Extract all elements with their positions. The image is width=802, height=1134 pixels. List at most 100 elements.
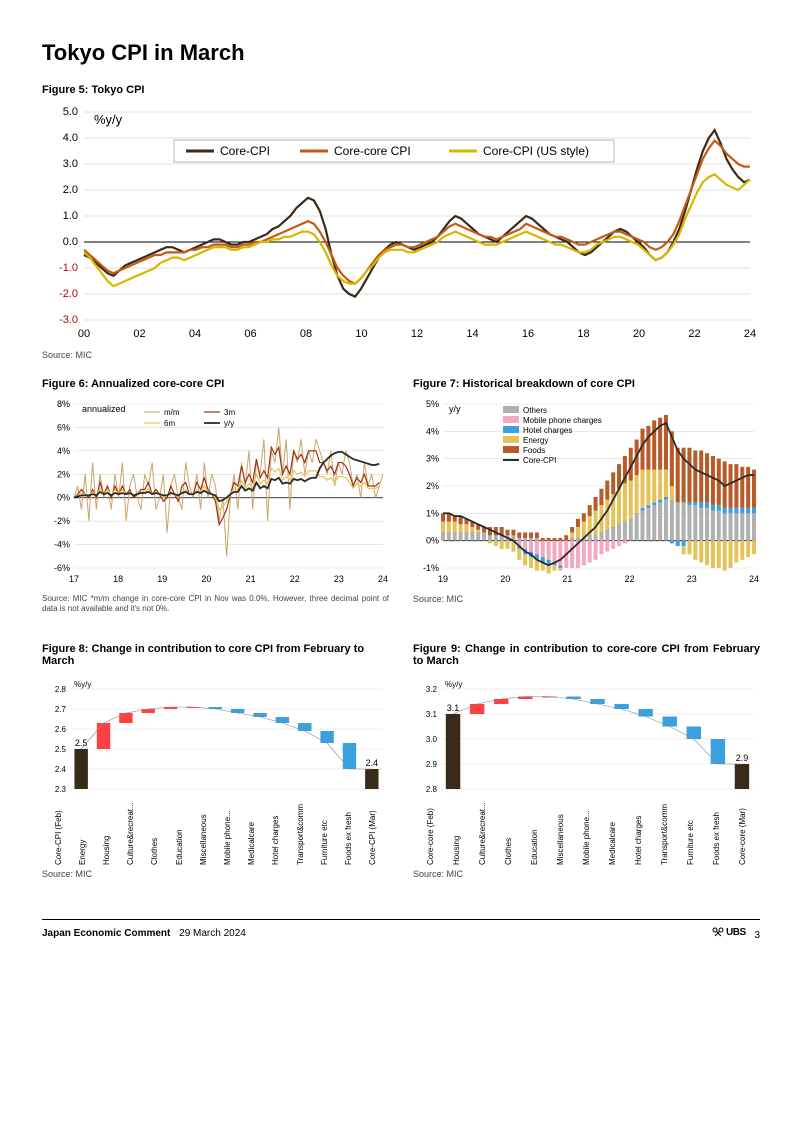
svg-text:6m: 6m	[164, 419, 175, 428]
waterfall-category-label: Hotel charges	[271, 795, 280, 865]
svg-text:2.5: 2.5	[75, 738, 88, 748]
svg-text:y/y: y/y	[224, 419, 234, 428]
svg-text:2.4: 2.4	[55, 765, 67, 774]
svg-text:Core-core CPI: Core-core CPI	[334, 144, 411, 158]
fig5-chart: -3.0-2.0-1.00.01.02.03.04.05.00002040608…	[42, 102, 760, 342]
svg-text:5%: 5%	[426, 399, 439, 409]
figure-6: Figure 6: Annualized core-core CPI -6%-4…	[42, 378, 389, 613]
svg-text:Mobile phone charges: Mobile phone charges	[523, 416, 602, 425]
svg-text:3.2: 3.2	[426, 685, 438, 694]
svg-text:3.1: 3.1	[426, 710, 438, 719]
svg-text:18: 18	[113, 574, 123, 584]
waterfall-category-label: Foods ex fresh	[344, 795, 353, 865]
svg-text:4.0: 4.0	[63, 132, 78, 144]
footer-date: 29 March 2024	[179, 928, 246, 939]
svg-text:m/m: m/m	[164, 408, 180, 417]
svg-text:12: 12	[411, 328, 423, 340]
svg-text:10: 10	[355, 328, 367, 340]
waterfall-category-label: Hotel charges	[634, 795, 643, 865]
svg-text:16: 16	[522, 328, 534, 340]
svg-text:19: 19	[438, 574, 448, 584]
page-number: 3	[754, 930, 760, 941]
waterfall-category-label: Furniture etc	[320, 795, 329, 865]
waterfall-category-label: Transport&comm	[660, 795, 669, 865]
svg-text:24: 24	[749, 574, 759, 584]
svg-text:-3.0: -3.0	[59, 314, 78, 326]
svg-text:2.7: 2.7	[55, 705, 67, 714]
svg-text:18: 18	[577, 328, 589, 340]
figure-9: Figure 9: Change in contribution to core…	[413, 643, 760, 879]
waterfall-category-label: Core-CPI (Mar)	[368, 795, 377, 865]
waterfall-category-label: Core-CPI (Feb)	[54, 795, 63, 865]
svg-text:Energy: Energy	[523, 436, 548, 445]
footer-left: Japan Economic Comment 29 March 2024	[42, 928, 246, 939]
svg-text:8%: 8%	[57, 399, 70, 409]
svg-text:6%: 6%	[57, 422, 70, 432]
svg-text:17: 17	[69, 574, 79, 584]
svg-text:04: 04	[189, 328, 201, 340]
svg-text:%y/y: %y/y	[94, 112, 123, 127]
svg-text:%y/y: %y/y	[74, 680, 91, 689]
svg-text:3%: 3%	[426, 454, 439, 464]
svg-text:2.6: 2.6	[55, 725, 67, 734]
svg-text:-1.0: -1.0	[59, 262, 78, 274]
svg-text:Core-CPI: Core-CPI	[220, 144, 270, 158]
fig7-title: Figure 7: Historical breakdown of core C…	[413, 378, 760, 390]
svg-text:2.4: 2.4	[366, 758, 379, 768]
waterfall-category-label: Miscellaneous	[199, 795, 208, 865]
svg-text:2.9: 2.9	[426, 760, 438, 769]
svg-text:23: 23	[687, 574, 697, 584]
waterfall-category-label: Medicalcare	[608, 795, 617, 865]
ubs-keys-icon	[712, 926, 724, 938]
waterfall-category-label: Miscellaneous	[556, 795, 565, 865]
svg-text:20: 20	[500, 574, 510, 584]
svg-text:Core-CPI (US style): Core-CPI (US style)	[483, 144, 589, 158]
fig8-title: Figure 8: Change in contribution to core…	[42, 643, 389, 669]
svg-text:21: 21	[562, 574, 572, 584]
brand-text: UBS	[726, 927, 746, 938]
svg-text:-4%: -4%	[54, 540, 70, 550]
svg-text:Foods: Foods	[523, 446, 545, 455]
waterfall-category-label: Mobile phone...	[582, 795, 591, 865]
waterfall-category-label: Mobile phone...	[223, 795, 232, 865]
figure-8: Figure 8: Change in contribution to core…	[42, 643, 389, 879]
svg-text:-2.0: -2.0	[59, 288, 78, 300]
svg-text:2.8: 2.8	[55, 685, 67, 694]
fig5-title: Figure 5: Tokyo CPI	[42, 84, 760, 96]
fig6-title: Figure 6: Annualized core-core CPI	[42, 378, 389, 390]
svg-text:2.3: 2.3	[55, 785, 67, 794]
svg-text:3.0: 3.0	[426, 735, 438, 744]
svg-text:Hotel charges: Hotel charges	[523, 426, 572, 435]
svg-text:%y/y: %y/y	[445, 680, 462, 689]
svg-text:Core-CPI: Core-CPI	[523, 456, 556, 465]
ubs-logo: UBS	[712, 926, 746, 938]
svg-text:20: 20	[633, 328, 645, 340]
svg-text:y/y: y/y	[449, 404, 461, 414]
fig9-source: Source: MIC	[413, 869, 760, 879]
svg-text:3.0: 3.0	[63, 158, 78, 170]
svg-text:3.1: 3.1	[447, 703, 460, 713]
svg-text:00: 00	[78, 328, 90, 340]
svg-text:-2%: -2%	[54, 516, 70, 526]
svg-text:21: 21	[246, 574, 256, 584]
figure-5: Figure 5: Tokyo CPI -3.0-2.0-1.00.01.02.…	[42, 84, 760, 360]
waterfall-category-label: Culture&recreat...	[478, 795, 487, 865]
svg-text:22: 22	[688, 328, 700, 340]
footer-series: Japan Economic Comment	[42, 928, 170, 939]
fig6-source: Source: MIC *m/m change in core-core CPI…	[42, 594, 389, 613]
svg-text:-1%: -1%	[423, 563, 439, 573]
svg-text:22: 22	[290, 574, 300, 584]
svg-text:14: 14	[466, 328, 478, 340]
svg-text:2.8: 2.8	[426, 785, 438, 794]
waterfall-category-label: Clothes	[504, 795, 513, 865]
svg-text:20: 20	[201, 574, 211, 584]
svg-text:02: 02	[133, 328, 145, 340]
waterfall-category-label: Education	[175, 795, 184, 865]
waterfall-category-label: Education	[530, 795, 539, 865]
waterfall-category-label: Medicalcare	[247, 795, 256, 865]
svg-text:24: 24	[378, 574, 388, 584]
svg-text:22: 22	[625, 574, 635, 584]
footer-right: UBS 3	[712, 926, 760, 941]
waterfall-category-label: Foods ex fresh	[712, 795, 721, 865]
waterfall-category-label: Culture&recreat...	[126, 795, 135, 865]
